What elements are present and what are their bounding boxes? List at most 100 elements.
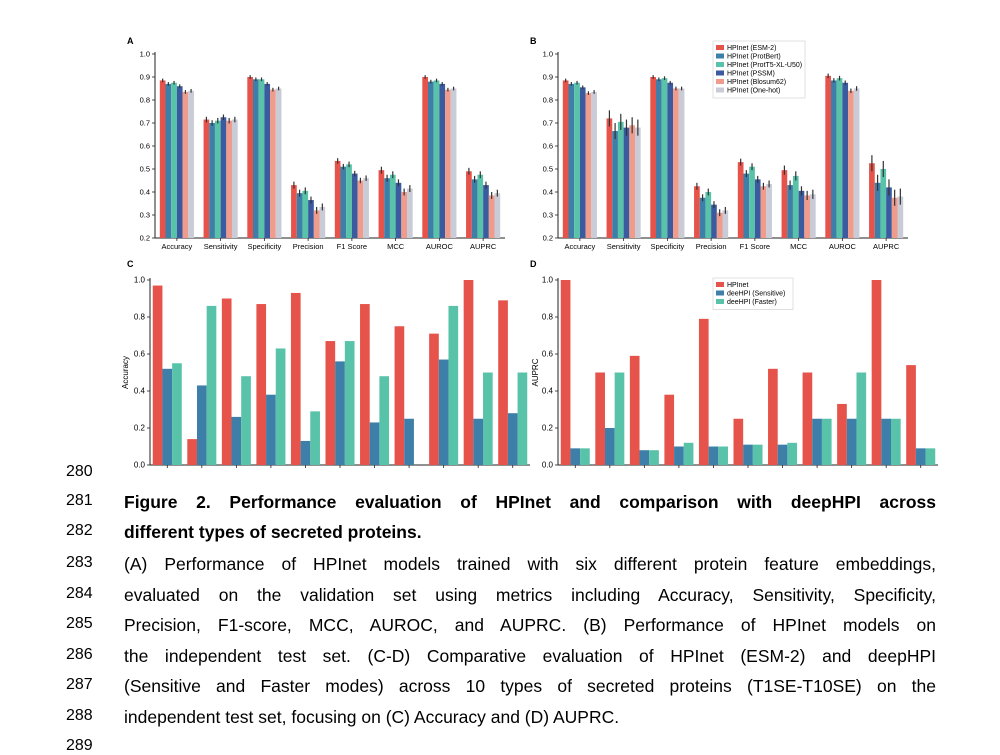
- x-tick-label: T5SE: [703, 469, 723, 470]
- bar: [891, 197, 898, 238]
- y-tick-label: 0.4: [140, 188, 150, 197]
- legend-swatch: [716, 70, 724, 76]
- y-tick-label: 0.3: [543, 211, 553, 220]
- x-tick-label: Precision: [293, 242, 324, 251]
- bar: [450, 88, 457, 238]
- y-tick-label: 0.4: [542, 387, 554, 396]
- line-number: 285: [66, 615, 93, 632]
- bar: [635, 127, 641, 238]
- caption-body-line: the independent test set. (C-D) Comparat…: [124, 646, 936, 666]
- caption-body-line: Precision, F1-score, MCC, AUROC, and AUP…: [124, 615, 936, 635]
- x-tick-label: Sensitivity: [607, 242, 641, 251]
- caption-title: Figure 2. Performance evaluation of HPIn…: [124, 492, 936, 512]
- line-number: 288: [66, 707, 93, 724]
- bar: [906, 365, 916, 465]
- bar: [708, 446, 719, 465]
- x-tick-label: Sensitivity: [204, 242, 238, 251]
- bar: [674, 446, 684, 465]
- bar: [241, 376, 251, 465]
- bar: [743, 173, 750, 238]
- y-tick-label: 0.0: [134, 461, 146, 470]
- bar: [629, 125, 635, 238]
- legend-label: HPInet (ESM-2): [727, 45, 776, 52]
- x-tick-label: T8SE: [807, 469, 827, 470]
- bar: [334, 160, 341, 238]
- bar: [579, 87, 586, 238]
- bar: [325, 341, 336, 465]
- legend-label: HPInet (PSSM): [727, 71, 775, 78]
- x-tick-label: Accuracy: [564, 242, 595, 251]
- panel-label: C: [127, 259, 134, 269]
- y-tick-label: 0.2: [134, 424, 146, 433]
- bar: [673, 88, 679, 238]
- bar: [856, 372, 867, 465]
- y-tick-label: 1.0: [542, 276, 554, 285]
- bar: [165, 83, 172, 239]
- y-tick-label: 0.5: [140, 165, 150, 174]
- bar: [270, 89, 276, 239]
- bar: [846, 418, 857, 465]
- bar: [384, 178, 390, 238]
- y-axis-label: AUPRC: [531, 358, 540, 386]
- bar: [694, 186, 700, 238]
- legend-label: deeHPI (Faster): [727, 299, 777, 306]
- legend-swatch: [716, 62, 724, 67]
- legend-swatch: [716, 282, 724, 287]
- line-number: 289: [66, 737, 93, 754]
- bar: [683, 442, 694, 465]
- panel-label: A: [127, 36, 134, 46]
- bar: [766, 183, 772, 238]
- bar: [231, 416, 242, 465]
- bar: [737, 162, 744, 238]
- line-number: 282: [66, 522, 93, 539]
- y-tick-label: 0.9: [140, 73, 150, 82]
- legend-label: deeHPI (Sensitive): [727, 291, 785, 298]
- y-tick-label: 0.5: [543, 165, 553, 174]
- bar: [308, 200, 314, 238]
- bar: [777, 444, 788, 465]
- bar: [221, 298, 232, 465]
- x-tick-label: MCC: [790, 242, 808, 251]
- bar: [463, 280, 474, 465]
- bar: [428, 81, 434, 238]
- bar: [172, 363, 182, 465]
- bar: [743, 444, 753, 465]
- x-tick-label: T4SE: [669, 469, 689, 470]
- bar: [853, 88, 860, 238]
- legend-label: HPInet: [727, 282, 748, 289]
- bar: [604, 428, 615, 465]
- line-number: 284: [66, 585, 93, 602]
- legend-box: [712, 277, 794, 310]
- caption-title: different types of secreted proteins.: [124, 522, 422, 542]
- bar: [429, 333, 439, 465]
- x-tick-label: T4SE: [261, 469, 281, 470]
- bar: [494, 193, 501, 238]
- bar: [182, 91, 189, 238]
- bar: [346, 164, 352, 238]
- bar: [698, 318, 709, 465]
- x-tick-label: AUROC: [426, 242, 454, 251]
- bar: [585, 93, 592, 238]
- legend-label: HPInet (Blosum62): [727, 79, 786, 86]
- bar: [656, 79, 662, 238]
- bar: [498, 300, 508, 465]
- bar: [203, 119, 210, 238]
- x-tick-label: T7SE: [365, 469, 385, 470]
- bar: [344, 341, 355, 465]
- x-tick-label: T2SE: [192, 469, 212, 470]
- x-tick-label: T10SE: [874, 469, 898, 470]
- x-tick-label: T9SE: [842, 469, 862, 470]
- bar: [716, 212, 723, 238]
- x-tick-label: T9SE: [434, 469, 454, 470]
- legend-swatch: [716, 53, 724, 59]
- x-tick-label: T8SE: [399, 469, 419, 470]
- bar: [810, 194, 816, 238]
- bar: [848, 90, 854, 238]
- bar: [310, 411, 320, 465]
- y-tick-label: 0.8: [140, 96, 150, 105]
- bar: [357, 180, 364, 238]
- caption-body-line: evaluated on the validation set using me…: [124, 585, 936, 605]
- bar: [226, 120, 232, 238]
- y-tick-label: 1.0: [134, 276, 146, 285]
- bar: [661, 78, 668, 239]
